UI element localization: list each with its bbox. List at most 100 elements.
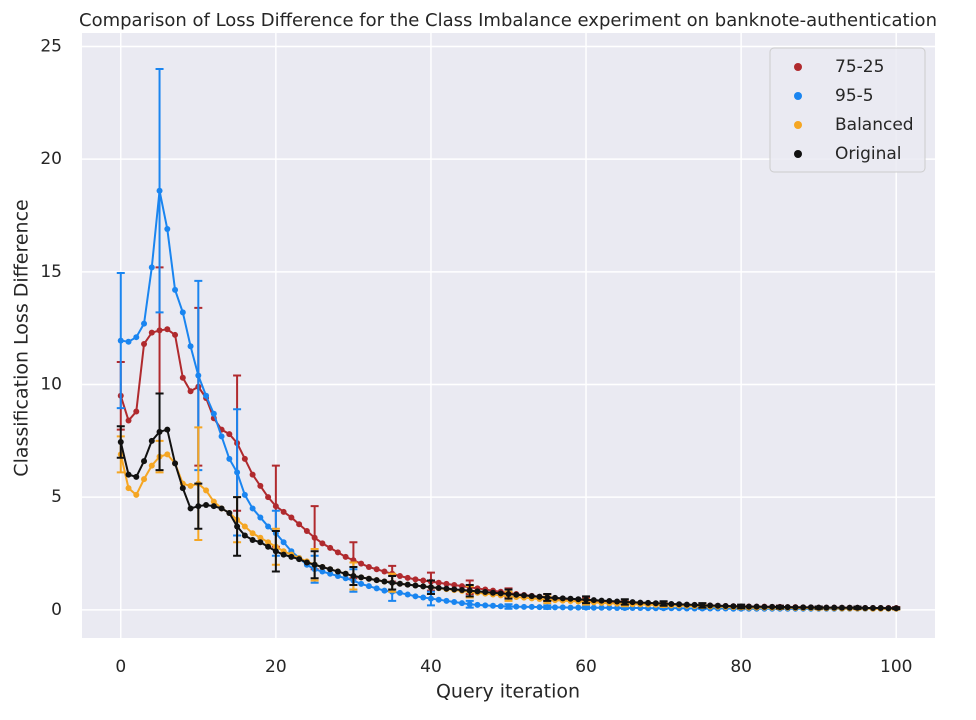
data-point	[745, 603, 752, 610]
data-point	[691, 601, 698, 608]
legend-label: 75-25	[835, 57, 884, 77]
data-point	[862, 605, 869, 612]
data-point	[521, 592, 528, 599]
data-point	[234, 523, 241, 530]
data-point	[443, 580, 450, 587]
data-point	[179, 485, 186, 492]
data-point	[629, 599, 636, 606]
data-point	[148, 437, 155, 444]
data-point	[226, 509, 233, 516]
data-point	[474, 588, 481, 595]
data-point	[350, 573, 357, 580]
data-point	[482, 589, 489, 596]
data-point	[761, 603, 768, 610]
data-point	[404, 591, 411, 598]
data-point	[179, 374, 186, 381]
data-point	[427, 595, 434, 602]
data-point	[311, 561, 318, 568]
chart-title: Comparison of Loss Difference for the Cl…	[79, 10, 937, 31]
data-point	[265, 539, 272, 546]
data-point	[203, 487, 210, 494]
data-point	[427, 584, 434, 591]
data-point	[311, 534, 318, 541]
data-point	[590, 604, 597, 611]
data-point	[567, 595, 574, 602]
legend-marker	[794, 150, 802, 158]
data-point	[753, 603, 760, 610]
data-point	[327, 570, 334, 577]
data-point	[559, 604, 566, 611]
data-point	[172, 460, 179, 467]
data-point	[265, 523, 272, 530]
data-point	[396, 589, 403, 596]
data-point	[823, 604, 830, 611]
data-point	[544, 594, 551, 601]
data-point	[877, 605, 884, 612]
data-point	[381, 568, 388, 575]
data-point	[342, 570, 349, 577]
legend-marker	[794, 92, 802, 100]
data-point	[249, 505, 256, 512]
data-point	[226, 455, 233, 462]
data-point	[358, 574, 365, 581]
data-point	[652, 600, 659, 607]
data-point	[528, 593, 535, 600]
data-point	[536, 593, 543, 600]
data-point	[156, 187, 163, 194]
data-point	[280, 508, 287, 515]
data-point	[257, 539, 264, 546]
data-point	[776, 604, 783, 611]
data-point	[412, 576, 419, 583]
x-axis-label: Query iteration	[436, 681, 580, 703]
y-tick-label: 0	[51, 600, 62, 620]
data-point	[590, 597, 597, 604]
data-point	[156, 428, 163, 435]
data-point	[125, 471, 132, 478]
data-point	[412, 593, 419, 600]
data-point	[141, 320, 148, 327]
data-point	[327, 544, 334, 551]
data-point	[598, 597, 605, 604]
data-point	[606, 604, 613, 611]
data-point	[125, 338, 132, 345]
y-tick-label: 20	[40, 149, 62, 169]
data-point	[552, 604, 559, 611]
data-point	[164, 226, 171, 233]
data-point	[148, 329, 155, 336]
data-point	[466, 601, 473, 608]
y-tick-label: 15	[40, 262, 62, 282]
data-point	[125, 417, 132, 424]
x-tick-label: 0	[115, 657, 126, 677]
data-point	[164, 326, 171, 333]
y-tick-label: 25	[40, 37, 62, 57]
data-point	[133, 491, 140, 498]
data-point	[117, 438, 124, 445]
data-point	[528, 603, 535, 610]
data-point	[497, 603, 504, 610]
data-point	[552, 594, 559, 601]
data-point	[420, 594, 427, 601]
data-point	[443, 597, 450, 604]
x-tick-label: 40	[420, 657, 442, 677]
data-point	[466, 587, 473, 594]
data-point	[265, 494, 272, 501]
y-axis-label: Classification Loss Difference	[11, 199, 33, 476]
data-point	[358, 580, 365, 587]
data-point	[614, 605, 621, 612]
data-point	[707, 602, 714, 609]
data-point	[660, 600, 667, 607]
data-point	[241, 532, 248, 539]
data-point	[218, 505, 225, 512]
data-point	[420, 583, 427, 590]
data-point	[730, 603, 737, 610]
data-point	[218, 433, 225, 440]
data-point	[505, 591, 512, 598]
data-point	[195, 372, 202, 379]
data-point	[164, 451, 171, 458]
data-point	[846, 604, 853, 611]
data-point	[598, 604, 605, 611]
data-point	[319, 540, 326, 547]
data-point	[148, 462, 155, 469]
data-point	[831, 604, 838, 611]
